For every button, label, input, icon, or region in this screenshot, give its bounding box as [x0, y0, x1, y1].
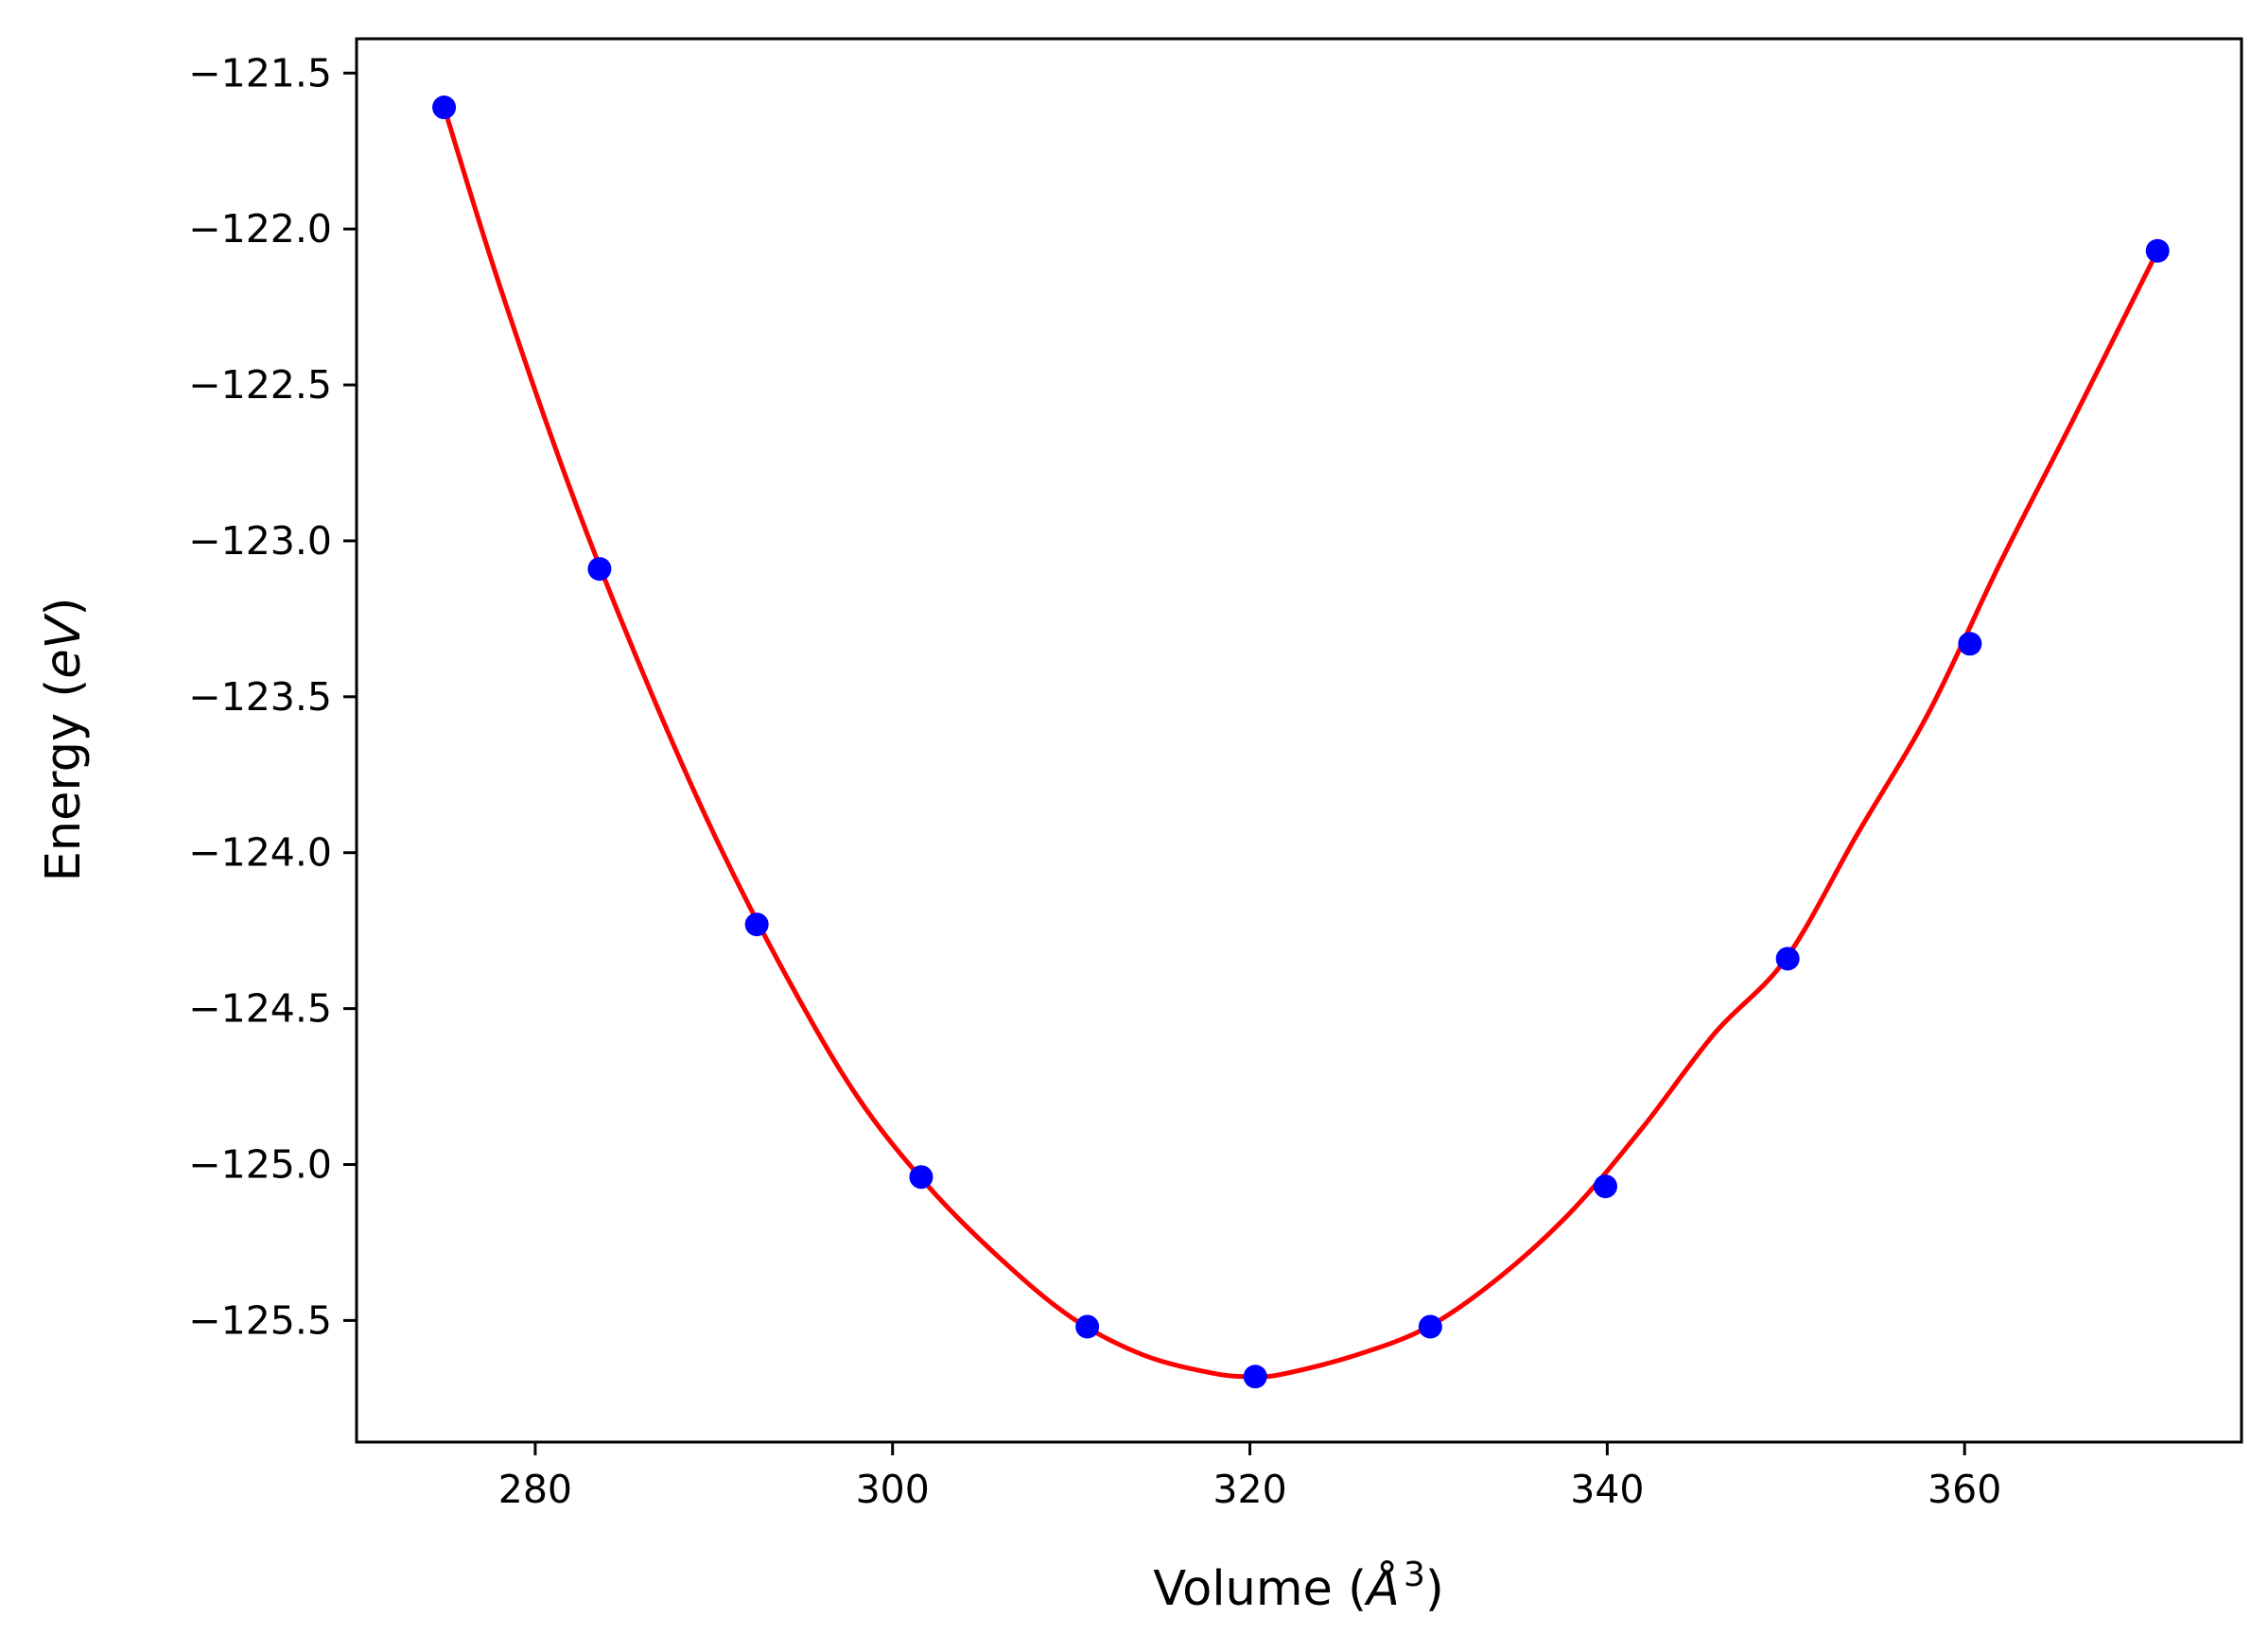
data-point	[1593, 1174, 1617, 1199]
y-axis-label: Energy (eV)	[36, 598, 92, 882]
y-tick-label: −125.5	[188, 1297, 332, 1343]
x-tick-label: 280	[498, 1467, 572, 1512]
plot-area	[432, 96, 2170, 1389]
x-axis-label: Volume (Å 3)	[1153, 1556, 1444, 1617]
data-point	[1418, 1314, 1442, 1339]
x-tick-label: 360	[1928, 1467, 2001, 1512]
x-tick-label: 320	[1213, 1467, 1286, 1512]
data-point	[2145, 238, 2170, 263]
y-tick-label: −124.5	[188, 986, 332, 1032]
y-tick-label: −123.5	[188, 674, 332, 720]
data-point	[432, 96, 457, 120]
y-tick-label: −123.0	[188, 518, 332, 564]
y-axis-ticks: −121.5 −122.0 −122.5 −123.0 −123.5 −124.0 −124…	[188, 50, 357, 1343]
data-point	[1075, 1314, 1100, 1339]
data-point	[1243, 1365, 1267, 1389]
data-point	[909, 1165, 933, 1190]
axes-frame	[355, 37, 2243, 1444]
x-tick-label: 300	[856, 1467, 930, 1512]
y-tick-label: −121.5	[188, 50, 332, 96]
x-tick-label: 340	[1570, 1467, 1644, 1512]
data-point	[744, 913, 769, 937]
x-axis-ticks: 280 300 320 340 360	[498, 1442, 2001, 1512]
data-point	[1775, 947, 1800, 971]
y-tick-label: −125.0	[188, 1141, 332, 1187]
data-point	[587, 557, 612, 582]
data-point	[1958, 632, 1982, 656]
y-tick-label: −122.0	[188, 206, 332, 252]
y-tick-label: −122.5	[188, 362, 332, 408]
y-tick-label: −124.0	[188, 830, 332, 876]
